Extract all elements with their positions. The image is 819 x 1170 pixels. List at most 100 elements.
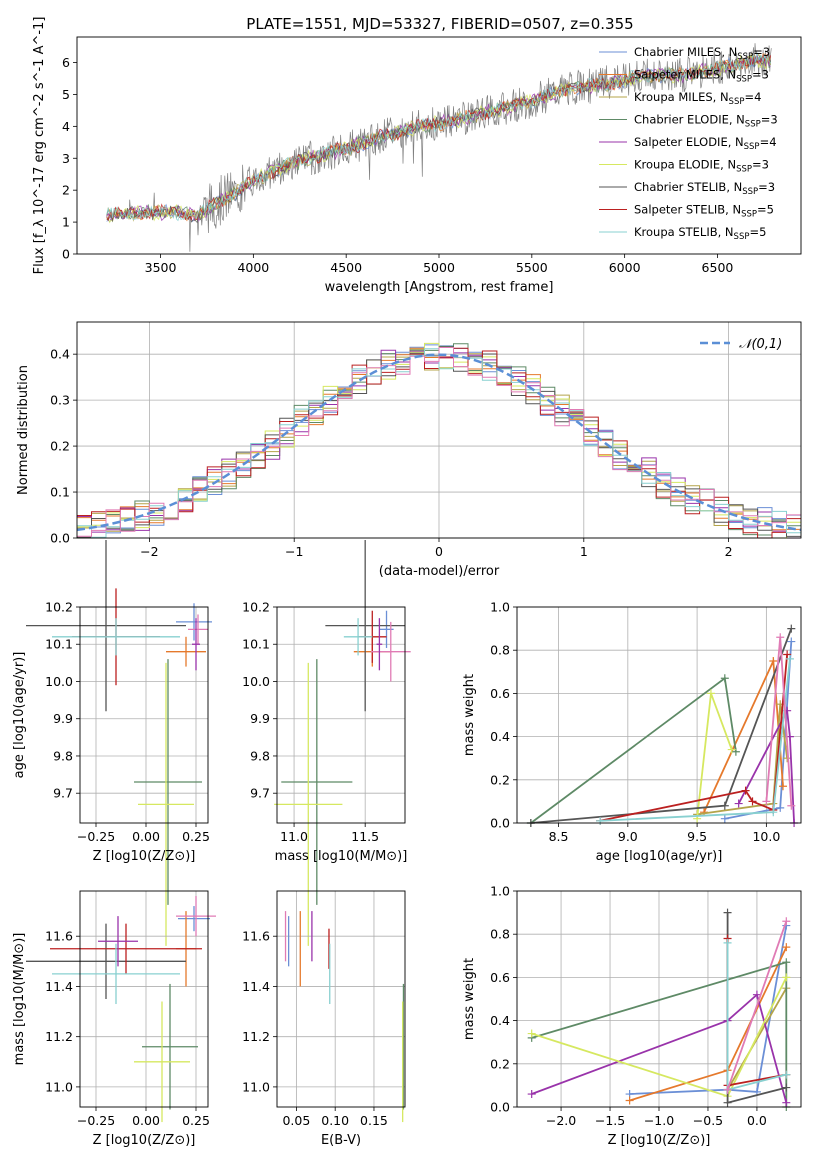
y-tick-label: 2 [62, 183, 70, 198]
y-tick-label: 4 [62, 119, 70, 134]
x-tick-label: 2 [725, 544, 733, 559]
model-spectrum-6 [106, 55, 771, 224]
legend-label-4: Salpeter ELODIE, NSSP=4 [634, 135, 777, 152]
x-tick-label: 3500 [145, 260, 177, 275]
x-axis-label: (data-model)/error [379, 564, 500, 579]
x-tick-label: 1 [580, 544, 588, 559]
weight-marker [782, 943, 791, 952]
x-tick-label: 11.5 [351, 829, 379, 844]
weight-line-8 [600, 658, 791, 822]
y-tick-label: 11.0 [242, 1079, 270, 1094]
weight-marker [787, 801, 796, 810]
x-tick-label: 8.5 [549, 829, 569, 844]
plot-area [527, 908, 791, 1111]
y-tick-label: 10.2 [45, 600, 73, 615]
panel-mass_vs_EBV: 0.05 0.10 0.15 11.0 11.2 11.4 11.6 E(B-V) [242, 890, 406, 1148]
data-point-6 [52, 943, 180, 1005]
data-point-3 [134, 1001, 190, 1123]
data-point-7 [188, 614, 208, 645]
panel-weight_vs_age: 8.5 9.0 9.5 10.0 0.0 0.2 0.4 0.6 0.8 1.0 age [log1… [462, 600, 802, 864]
plot-area [526, 624, 799, 827]
y-tick-label: 10.0 [45, 674, 73, 689]
y-tick-label: 9.8 [53, 748, 73, 763]
y-tick-label: 0.4 [490, 729, 510, 744]
weight-marker [783, 650, 792, 659]
y-axis-label: mass [log10(M/M⊙)] [12, 933, 27, 1066]
weight-marker [720, 801, 729, 810]
y-axis-label: age [log10(age/yr)] [12, 652, 27, 779]
plot-area [76, 342, 802, 539]
x-tick-label: 0.05 [282, 1113, 310, 1128]
plot-area [106, 43, 772, 252]
y-tick-label: 0.8 [490, 927, 510, 942]
x-axis-label: Z [log10(Z/Z⊙)] [93, 849, 196, 864]
x-tick-label: 11.0 [280, 829, 308, 844]
y-tick-label: 1.0 [490, 600, 510, 615]
axes-frame [79, 890, 209, 1108]
x-axis-label: mass [log10(M/M⊙)] [275, 849, 408, 864]
weight-marker [625, 1096, 634, 1105]
data-point-3 [138, 662, 194, 946]
x-axis-label: E(B-V) [321, 1133, 361, 1148]
weight-marker [596, 816, 605, 825]
legend-label-3: Chabrier ELODIE, NSSP=3 [634, 113, 778, 130]
y-tick-label: 9.9 [53, 711, 73, 726]
weight-line-2 [696, 704, 788, 816]
x-tick-label: −1 [285, 544, 303, 559]
weight-marker [787, 637, 796, 646]
legend-label: 𝒩(0,1) [739, 337, 782, 352]
y-tick-label: 10.0 [242, 674, 270, 689]
x-tick-label: 0.0 [747, 1113, 767, 1128]
data-point-2 [134, 659, 202, 905]
x-tick-label: −2 [140, 544, 158, 559]
y-tick-label: 11.4 [45, 979, 73, 994]
x-tick-label: 0.25 [182, 1113, 210, 1128]
y-tick-label: 11.6 [242, 929, 270, 944]
x-tick-label: −0.25 [77, 1113, 115, 1128]
axes-frame [516, 890, 802, 1108]
legend-label-5: Kroupa ELODIE, NSSP=3 [634, 158, 769, 175]
weight-marker [782, 1098, 791, 1107]
panel-age_vs_mass: 11.0 11.5 9.7 9.8 9.9 10.0 10.1 10.2 mass [log10… [242, 539, 411, 946]
y-tick-label: 0.6 [490, 970, 510, 985]
data-point-6 [343, 618, 373, 656]
data-point-5 [50, 923, 202, 974]
data-point-2 [142, 983, 198, 1110]
y-tick-label: 0.8 [490, 643, 510, 658]
y-tick-label: 9.8 [250, 748, 270, 763]
x-tick-label: −0.25 [77, 829, 115, 844]
x-tick-label: 0.00 [132, 1113, 160, 1128]
data-point-0 [176, 603, 212, 641]
weight-line-4 [737, 707, 795, 824]
x-tick-label: 0 [435, 544, 443, 559]
weight-marker [731, 747, 740, 756]
weight-line-4 [531, 993, 788, 1103]
weight-marker [782, 917, 791, 926]
panels: 3500 4000 4500 5000 5500 6000 6500 0 1 2 3 4 5 6 wavel… [12, 17, 802, 1148]
panel-mass_vs_Z: −0.25 0.00 0.25 11.0 11.2 11.4 11.6 Z [log10(Z/… [12, 890, 216, 1148]
data-point-4 [26, 923, 186, 999]
y-tick-label: 11.0 [45, 1079, 73, 1094]
y-tick-label: 0.0 [490, 816, 510, 831]
x-tick-label: 0.15 [360, 1113, 388, 1128]
y-tick-label: 0.1 [50, 485, 70, 500]
weight-marker [776, 803, 785, 812]
y-tick-label: 0.2 [50, 439, 70, 454]
weight-line-9 [726, 920, 788, 1090]
weight-marker [734, 799, 743, 808]
data-point-8 [376, 618, 383, 671]
weight-marker [748, 797, 757, 806]
y-axis-label: mass weight [462, 958, 477, 1040]
weight-marker [787, 624, 796, 633]
x-axis-label: Z [log10(Z/Z⊙)] [93, 1133, 196, 1148]
x-axis-label: age [log10(age/yr)] [596, 849, 723, 864]
data-point-0 [379, 610, 394, 648]
data-point-8 [98, 916, 138, 967]
weight-marker [769, 657, 778, 665]
y-tick-label: 0.0 [490, 1100, 510, 1115]
data-point-0 [178, 906, 210, 932]
data-point-7 [176, 896, 216, 937]
x-tick-label: −0.5 [693, 1113, 723, 1128]
x-tick-label: 6500 [702, 260, 734, 275]
axes-frame [276, 890, 406, 1108]
